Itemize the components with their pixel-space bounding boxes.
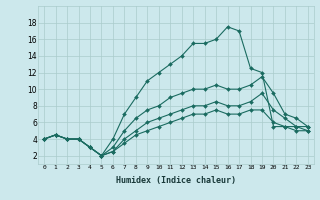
X-axis label: Humidex (Indice chaleur): Humidex (Indice chaleur) <box>116 176 236 185</box>
